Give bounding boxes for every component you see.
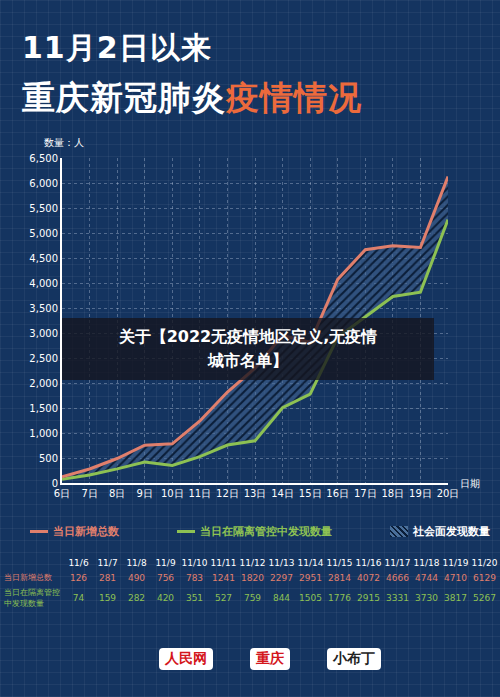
svg-text:5,000: 5,000 — [29, 228, 58, 239]
html-text:城市名单】: 城市名单】 — [208, 351, 288, 370]
html-text:1776: 1776 — [328, 593, 351, 603]
svg-text:6日: 6日 — [54, 488, 70, 499]
svg-text:6,000: 6,000 — [29, 178, 58, 189]
html-text:当日在隔离管控中发现数量: 当日在隔离管控中发现数量 — [4, 588, 60, 608]
html-text:重庆: 重庆 — [256, 650, 284, 666]
html-text:11/7: 11/7 — [97, 558, 118, 568]
html-text:3817: 3817 — [444, 593, 467, 603]
svg-text:2,500: 2,500 — [29, 353, 58, 364]
html-text:当日新增总数: 当日新增总数 — [53, 525, 119, 538]
html-text:当日在隔离管控中发现数量: 当日在隔离管控中发现数量 — [200, 525, 332, 538]
svg-text:3,500: 3,500 — [29, 303, 58, 314]
html-text:74: 74 — [72, 593, 85, 603]
svg-text:数量：人: 数量：人 — [44, 137, 84, 148]
html-text:4710: 4710 — [444, 572, 467, 583]
svg-text:0: 0 — [52, 478, 58, 489]
html-text:126: 126 — [69, 572, 88, 583]
svg-text:日期: 日期 — [460, 478, 480, 489]
html-text:1505: 1505 — [299, 593, 322, 603]
html-text:11/9: 11/9 — [155, 558, 176, 568]
svg-text:9日: 9日 — [137, 488, 153, 499]
html-text:159: 159 — [98, 593, 117, 603]
html-text:2915: 2915 — [357, 593, 380, 603]
html-text:783: 783 — [185, 572, 204, 583]
html-text:527: 527 — [214, 593, 233, 603]
svg-text:13日: 13日 — [244, 488, 267, 499]
html-text:2297: 2297 — [270, 572, 293, 583]
html-text:当日新增总数: 当日新增总数 — [4, 573, 52, 582]
html-text:11/8: 11/8 — [126, 558, 147, 568]
svg-text:15日: 15日 — [299, 488, 322, 499]
html-text:420: 420 — [156, 593, 175, 603]
html-text:社会面发现数量: 社会面发现数量 — [413, 525, 490, 538]
html-text:281: 281 — [98, 572, 117, 583]
svg-text:7日: 7日 — [81, 488, 97, 499]
html-text:759: 759 — [243, 593, 262, 603]
html-text:3730: 3730 — [415, 593, 438, 603]
html-text:重庆新冠肺炎疫情情况: 重庆新冠肺炎疫情情况 — [22, 78, 362, 117]
html-text:4666: 4666 — [386, 572, 409, 583]
svg-text:4,000: 4,000 — [29, 278, 58, 289]
svg-text:1,500: 1,500 — [29, 403, 58, 414]
html-text:756: 756 — [156, 572, 175, 583]
svg-text:4,500: 4,500 — [29, 253, 58, 264]
svg-text:2,000: 2,000 — [29, 378, 58, 389]
svg-text:500: 500 — [39, 453, 58, 464]
html-text:11/10 11/11 11/12 11/13 11/14: 11/10 11/11 11/12 11/13 11/14 11/15 11/1… — [181, 558, 498, 568]
html-text:844: 844 — [272, 593, 291, 603]
html-text:4744: 4744 — [415, 572, 438, 583]
html-text:282: 282 — [127, 593, 146, 603]
html-text:2951: 2951 — [299, 572, 322, 583]
svg-text:8日: 8日 — [109, 488, 125, 499]
html-text:11/6: 11/6 — [68, 558, 89, 568]
svg-text:6,500: 6,500 — [29, 153, 58, 164]
html-text:小布丁: 小布丁 — [333, 650, 376, 666]
html-text:11月2日以来: 11月2日以来 — [22, 30, 212, 65]
html-text:2814: 2814 — [328, 572, 351, 583]
html-text:关于【2022无疫情地区定义,无疫情: 关于【2022无疫情地区定义,无疫情 — [118, 327, 378, 346]
svg-text:1,000: 1,000 — [29, 428, 58, 439]
svg-text:19日: 19日 — [409, 488, 432, 499]
html-text:351: 351 — [185, 593, 204, 603]
html-text:3331: 3331 — [386, 593, 409, 603]
svg-text:16日: 16日 — [326, 488, 349, 499]
html-text:490: 490 — [127, 572, 146, 583]
svg-text:11日: 11日 — [188, 488, 211, 499]
html-text:4072: 4072 — [357, 572, 380, 583]
svg-text:20日: 20日 — [437, 488, 460, 499]
svg-text:3,000: 3,000 — [29, 328, 58, 339]
html-text:6129: 6129 — [473, 572, 496, 583]
html-text:人民网: 人民网 — [164, 650, 207, 666]
html-text:1820: 1820 — [241, 572, 264, 583]
svg-text:14日: 14日 — [271, 488, 294, 499]
svg-text:18日: 18日 — [381, 488, 404, 499]
svg-text:5,500: 5,500 — [29, 203, 58, 214]
svg-text:12日: 12日 — [216, 488, 239, 499]
svg-text:10日: 10日 — [161, 488, 184, 499]
svg-text:17日: 17日 — [354, 488, 377, 499]
html-text:5267: 5267 — [473, 593, 496, 603]
html-text:1241: 1241 — [212, 572, 235, 583]
